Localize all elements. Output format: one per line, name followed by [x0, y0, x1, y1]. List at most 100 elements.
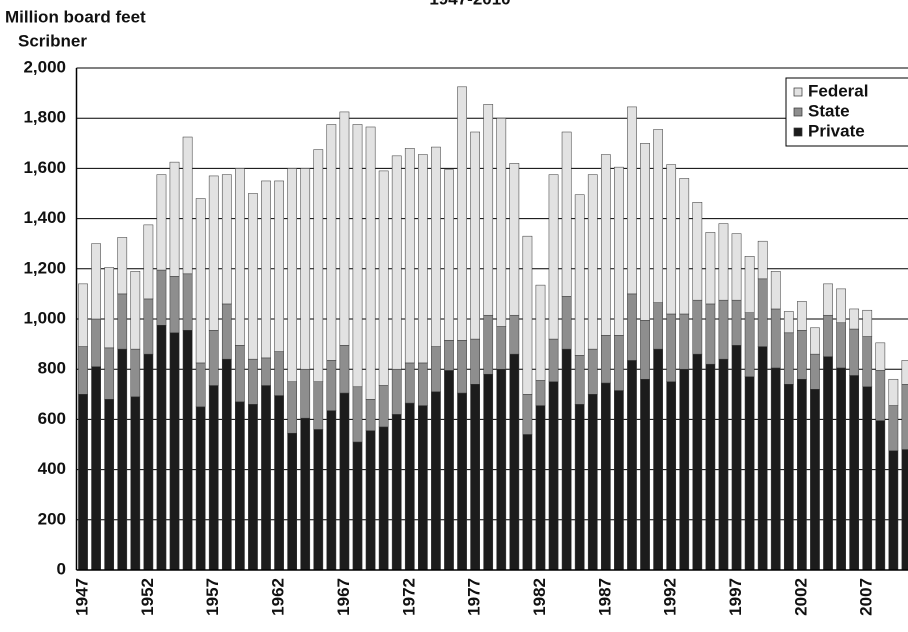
legend-label: State — [808, 101, 850, 120]
bar-segment — [901, 360, 908, 385]
bar-segment — [182, 273, 193, 331]
bar-segment — [496, 368, 507, 571]
bar-segment — [888, 405, 899, 452]
bar-segment — [208, 175, 219, 331]
bar-segment — [600, 335, 611, 384]
bar-segment — [744, 312, 755, 377]
bar-segment — [509, 163, 520, 316]
bar-segment — [365, 126, 376, 400]
legend-swatch — [793, 107, 803, 117]
bar-segment — [718, 358, 729, 571]
bar-segment — [457, 86, 467, 341]
bar-segment — [169, 276, 180, 334]
bar-segment — [744, 256, 755, 313]
bar-segment — [640, 320, 650, 380]
bar-segment — [261, 180, 271, 359]
bar-segment — [823, 356, 833, 571]
bar-segment — [862, 309, 873, 337]
bar-segment — [666, 381, 677, 571]
bar-segment — [509, 353, 520, 571]
bar-segment — [614, 390, 624, 571]
bar-segment — [130, 396, 141, 571]
bar-segment — [235, 345, 245, 403]
bar-segment — [679, 368, 690, 571]
bar-segment — [470, 384, 480, 571]
y-tick-label: 200 — [38, 509, 66, 528]
bar-segment — [169, 332, 180, 571]
x-tick-label: 1972 — [399, 578, 418, 616]
bar-segment — [797, 330, 807, 380]
bar-segment — [104, 399, 115, 571]
bar-segment — [418, 405, 428, 571]
bar-segment — [561, 348, 572, 571]
bar-segment — [195, 198, 206, 364]
bar-segment — [235, 168, 245, 346]
bar-segment — [522, 434, 533, 571]
x-tick-label: 1997 — [726, 578, 745, 616]
bar-segment — [587, 348, 598, 395]
bar-segment — [404, 362, 415, 404]
bar-segment — [614, 335, 624, 391]
y-tick-label: 800 — [38, 359, 66, 378]
bar-segment — [339, 111, 350, 346]
bar-segment — [248, 358, 258, 405]
bar-segment — [457, 340, 467, 394]
x-tick-label: 1977 — [465, 578, 484, 616]
bar-segment — [221, 303, 232, 360]
bar-segment — [587, 174, 598, 350]
bar-segment — [627, 106, 637, 295]
bar-segment — [587, 394, 598, 571]
bar-segment — [352, 441, 363, 571]
bar-segment — [640, 378, 650, 571]
bar-segment — [797, 301, 807, 331]
bar-segment — [483, 373, 494, 571]
bar-segment — [862, 336, 873, 388]
bar-segment — [143, 298, 154, 355]
bar-segment — [810, 389, 820, 571]
bar-segment — [509, 314, 520, 355]
y-tick-label: 0 — [57, 559, 66, 578]
bar-segment — [522, 394, 533, 435]
bar-segment — [156, 174, 167, 271]
y-axis-title: Million board feet — [5, 7, 146, 26]
bar-segment — [117, 348, 128, 571]
bar-segment — [248, 193, 258, 360]
bar-segment — [901, 384, 908, 450]
bar-segment — [444, 169, 454, 341]
y-tick-label: 1,600 — [23, 158, 66, 177]
bar-segment — [274, 180, 284, 352]
bar-segment — [287, 432, 298, 571]
bar-segment — [326, 360, 337, 411]
bar-segment — [535, 284, 546, 381]
bar-segment — [326, 124, 337, 361]
x-tick-label: 1947 — [73, 578, 92, 616]
bar-segment — [522, 235, 533, 395]
y-tick-label: 2,000 — [23, 57, 66, 76]
bar-segment — [78, 346, 88, 395]
y-tick-label: 400 — [38, 459, 66, 478]
bar-segment — [679, 178, 690, 315]
bar-segment — [221, 358, 232, 571]
bar-segment — [875, 370, 886, 421]
bar-segment — [391, 414, 402, 571]
bar-segment — [457, 392, 467, 571]
bar-segment — [391, 155, 402, 370]
bar-segment — [104, 347, 115, 400]
bar-segment — [78, 394, 88, 571]
bar-segment — [574, 355, 585, 405]
bar-segment — [548, 338, 559, 382]
bar-segment — [757, 346, 768, 571]
bar-segment — [300, 168, 311, 370]
bar-segment — [483, 314, 494, 375]
bar-segment — [823, 283, 833, 316]
bar-segment — [496, 326, 507, 370]
bar-segment — [156, 269, 167, 326]
bar-segment — [404, 148, 415, 364]
bar-segment — [117, 237, 128, 295]
bar-segment — [274, 351, 284, 396]
chart-title: 1947-2010 — [429, 0, 510, 8]
bar-segment — [718, 299, 729, 360]
bar-segment — [757, 278, 768, 347]
bar-segment — [391, 368, 402, 415]
bar-segment — [797, 378, 807, 571]
